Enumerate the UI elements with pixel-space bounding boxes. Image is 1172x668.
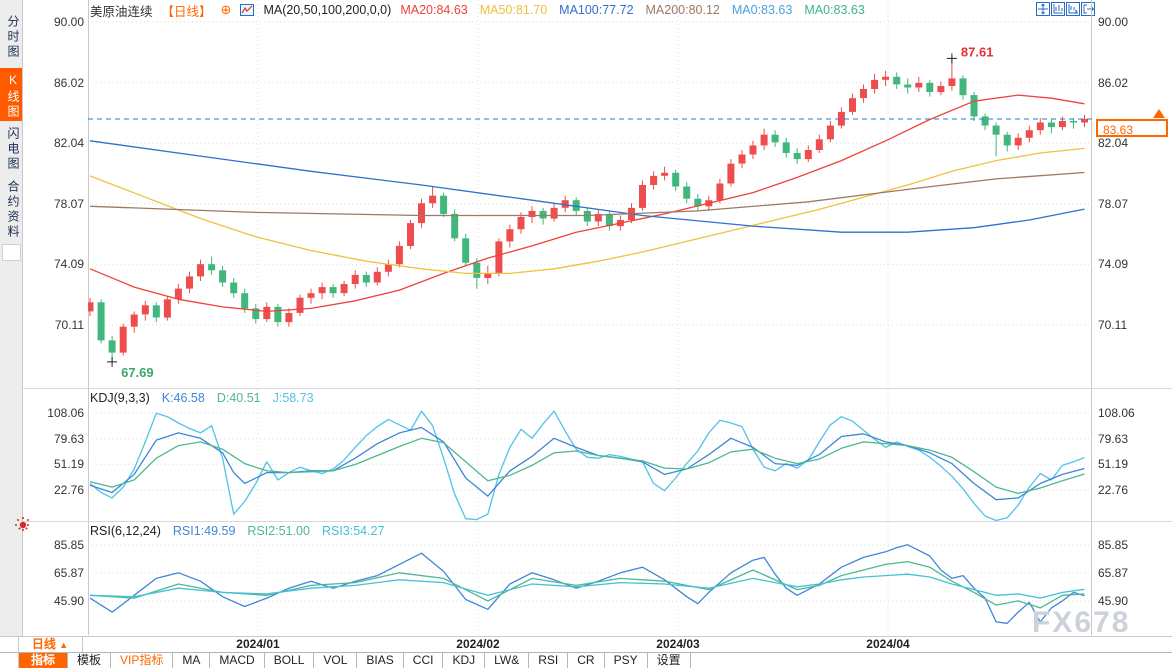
ma-value-label: MA0:83.63 xyxy=(804,3,865,17)
axis-pan-icon[interactable] xyxy=(1066,2,1080,16)
x-axis-date-label: 2024/01 xyxy=(236,637,280,651)
timeframe-label: 日线 xyxy=(31,637,56,651)
indicator-tab-MACD[interactable]: MACD xyxy=(210,653,265,668)
timeframe-selector[interactable]: 日线 ▲ xyxy=(18,637,83,652)
last-price-tag: 83.63 xyxy=(1096,119,1168,137)
left-sidebar: 分时图 K线图闪电图合约资料 xyxy=(0,0,23,636)
y-axis-label: 79.63 xyxy=(53,431,84,446)
pane-separator xyxy=(22,521,1172,522)
ma-formula-label: MA(20,50,100,200,0,0) xyxy=(263,3,392,17)
rsi-header: RSI(6,12,24) RSI1:49.59 RSI2:51.00 RSI3:… xyxy=(90,524,385,538)
rsi-title: RSI(6,12,24) xyxy=(90,524,161,538)
y-axis-label: 78.07 xyxy=(1098,196,1129,211)
crosshair-icon[interactable] xyxy=(1036,2,1050,16)
ma-value-label: MA100:77.72 xyxy=(559,3,634,17)
y-axis-label: 86.02 xyxy=(53,75,84,90)
timeframe-arrow-icon: ▲ xyxy=(59,640,69,650)
kdj-j-value: J:58.73 xyxy=(272,391,314,405)
svg-text:87.61: 87.61 xyxy=(961,44,994,59)
kdj-d-value: D:40.51 xyxy=(216,391,261,405)
y-axis-label: 78.07 xyxy=(53,196,84,211)
sidebar-item-3[interactable]: 闪电图 xyxy=(6,126,20,172)
chart-type-icon[interactable] xyxy=(240,4,255,16)
symbol-title: 美原油连续 xyxy=(90,4,153,19)
period-label: 【日线】 xyxy=(161,4,212,19)
svg-text:67.69: 67.69 xyxy=(121,365,154,380)
y-axis-label: 70.11 xyxy=(1098,318,1128,332)
y-axis-label: 108.06 xyxy=(47,406,84,420)
indicator-tab-BIAS[interactable]: BIAS xyxy=(357,653,404,668)
x-axis-date-label: 2024/02 xyxy=(456,637,500,651)
indicator-tab-KDJ[interactable]: KDJ xyxy=(443,653,486,668)
y-axis-label: 90.00 xyxy=(53,15,84,29)
y-axis-label: 45.90 xyxy=(1098,594,1129,608)
y-axis-label: 79.63 xyxy=(1098,431,1129,446)
indicator-tab-设置[interactable]: 设置 xyxy=(648,653,691,668)
main-candlestick-chart[interactable]: 87.61 67.69 xyxy=(88,0,1092,388)
rsi2-value: RSI2:51.00 xyxy=(247,524,310,538)
y-axis-label: 51.19 xyxy=(53,457,84,472)
y-axis-label: 74.09 xyxy=(53,257,84,272)
add-indicator-icon[interactable]: ⊕ xyxy=(220,2,232,17)
kdj-indicator-pane[interactable] xyxy=(88,389,1092,521)
indicator-tab-BOLL[interactable]: BOLL xyxy=(265,653,315,668)
indicator-tab-MA[interactable]: MA xyxy=(173,653,211,668)
y-axis-label: 85.85 xyxy=(1098,538,1129,552)
x-axis-row: 日线 ▲ 2024/01 2024/02 2024/03 2024/04 xyxy=(0,636,1172,652)
rsi3-value: RSI3:54.27 xyxy=(321,524,385,538)
indicator-tab-bar: 指标 模板 VIP指标 MA MACD BOLL VOL BIAS CCI KDJ LW& RSI CR… xyxy=(0,652,1172,668)
sidebar-item-4[interactable]: 合约资料 xyxy=(6,180,20,240)
kdj-k-value: K:46.58 xyxy=(161,391,205,405)
tab-corner-cell xyxy=(0,653,19,668)
indicator-tab-CR[interactable]: CR xyxy=(568,653,605,668)
kdj-header: KDJ(9,3,3) K:46.58 D:40.51 J:58.73 xyxy=(90,391,314,405)
y-axis-label: 22.76 xyxy=(53,483,84,497)
indicator-tab-RSI[interactable]: RSI xyxy=(529,653,569,668)
y-axis-label: 82.04 xyxy=(1098,136,1129,151)
ma-value-label: MA20:84.63 xyxy=(400,3,468,17)
axis-corner-cell xyxy=(0,637,19,652)
watermark: FX678 xyxy=(1032,606,1131,639)
x-axis-date-label: 2024/03 xyxy=(656,637,700,651)
kdj-title: KDJ(9,3,3) xyxy=(90,391,150,405)
y-axis-label: 90.00 xyxy=(1098,15,1129,29)
y-axis-label: 65.87 xyxy=(53,566,84,580)
sidebar-empty-slot xyxy=(2,244,21,261)
ma-value-label: MA50:81.70 xyxy=(479,3,548,17)
indicator-tab-VOL[interactable]: VOL xyxy=(314,653,358,668)
y-axis-label: 82.04 xyxy=(53,136,84,151)
chart-header: 美原油连续 【日线】 ⊕ MA(20,50,100,200,0,0) MA20:… xyxy=(90,2,865,19)
indicator-tab-PSY[interactable]: PSY xyxy=(605,653,648,668)
y-axis-label: 108.06 xyxy=(1098,406,1135,420)
indicator-tab-CCI[interactable]: CCI xyxy=(404,653,444,668)
y-axis-label: 70.11 xyxy=(54,318,84,332)
indicator-tab-模板[interactable]: 模板 xyxy=(68,653,112,668)
ma-value-label: MA0:83.63 xyxy=(731,3,793,17)
indicator-alert-icon[interactable] xyxy=(13,515,33,535)
y-axis-label: 86.02 xyxy=(1098,75,1129,90)
y-axis-label: 74.09 xyxy=(1098,257,1129,272)
price-up-arrow-icon xyxy=(1153,109,1165,118)
sidebar-item-2[interactable]: K线图 xyxy=(0,68,22,121)
y-axis-label: 45.90 xyxy=(53,594,84,608)
y-axis-label: 51.19 xyxy=(1098,457,1129,472)
axis-scale-icon[interactable] xyxy=(1051,2,1065,16)
rsi-indicator-pane[interactable] xyxy=(88,522,1092,635)
ma-values: MA20:84.63 MA50:81.70 MA100:77.72 MA200:80.… xyxy=(400,3,865,17)
indicator-tab-VIP指标[interactable]: VIP指标 xyxy=(111,653,174,668)
indicator-tab-LW&[interactable]: LW& xyxy=(485,653,530,668)
rsi1-value: RSI1:49.59 xyxy=(172,524,236,538)
y-axis-label: 85.85 xyxy=(53,538,84,552)
x-axis-date-label: 2024/04 xyxy=(866,637,910,651)
indicator-tab-指标[interactable]: 指标 xyxy=(19,653,69,668)
sidebar-item-1[interactable]: 分时图 xyxy=(6,14,20,60)
y-axis-label: 65.87 xyxy=(1098,566,1129,580)
ma-value-label: MA200:80.12 xyxy=(645,3,720,17)
pane-separator xyxy=(22,388,1172,389)
y-axis-label: 22.76 xyxy=(1098,483,1129,497)
